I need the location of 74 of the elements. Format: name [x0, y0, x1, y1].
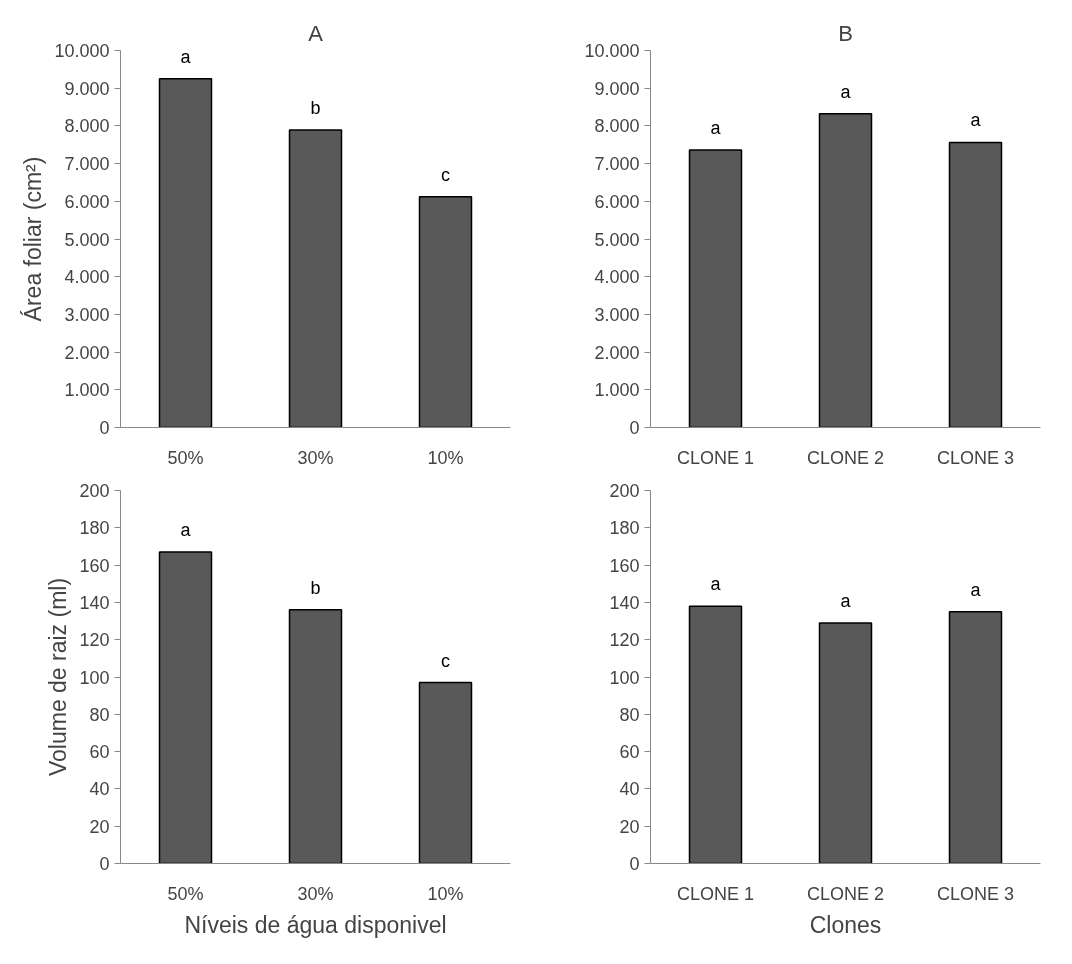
y-tick-label: 6.000 — [594, 191, 640, 212]
y-tick-label: 3.000 — [64, 304, 110, 325]
x-tick-label: 50% — [167, 883, 204, 904]
annotation: c — [441, 650, 450, 671]
y-tick-label: 9.000 — [64, 78, 110, 99]
y-tick-label: 20 — [89, 816, 110, 837]
y-tick-label: 120 — [79, 630, 110, 651]
y-tick-label: 40 — [89, 779, 110, 800]
y-tick-label: 5.000 — [594, 229, 640, 250]
y-tick-label: 160 — [79, 555, 110, 576]
x-axis-title: Clones — [809, 911, 882, 938]
y-tick-label: 60 — [89, 742, 110, 763]
annotation: a — [710, 118, 722, 139]
annotation: c — [441, 164, 450, 185]
y-axis-title: Área foliar (cm²) — [20, 156, 47, 322]
y-tick-label: 20 — [619, 816, 640, 837]
y-tick-label: 140 — [609, 592, 640, 613]
y-tick-label: 60 — [619, 742, 640, 763]
y-tick-label: 180 — [79, 518, 110, 539]
y-tick-label: 3.000 — [594, 304, 640, 325]
x-tick-label: CLONE 3 — [936, 447, 1015, 468]
y-tick-label: 8.000 — [64, 116, 110, 137]
y-tick-label: 10.000 — [54, 41, 110, 61]
x-tick-label: CLONE 1 — [676, 447, 755, 468]
y-tick-label: 80 — [619, 704, 640, 725]
x-tick-label: CLONE 3 — [936, 883, 1015, 904]
y-tick-label: 120 — [609, 630, 640, 651]
y-tick-label: 2.000 — [64, 342, 110, 363]
y-tick-label: 0 — [629, 854, 640, 874]
annotation: a — [180, 520, 192, 541]
chart-title: B — [838, 20, 853, 46]
x-tick-label: 10% — [427, 883, 464, 904]
y-tick-label: 4.000 — [64, 267, 110, 288]
chart-title: A — [308, 20, 324, 46]
y-tick-label: 9.000 — [594, 78, 640, 99]
x-tick-label: 10% — [427, 447, 464, 468]
y-tick-label: 200 — [609, 481, 640, 501]
y-tick-label: 7.000 — [64, 154, 110, 175]
y-tick-label: 1.000 — [594, 380, 640, 401]
x-tick-label: 50% — [167, 447, 204, 468]
y-tick-label: 5.000 — [64, 229, 110, 250]
y-tick-label: 0 — [629, 418, 640, 438]
y-tick-label: 2.000 — [594, 342, 640, 363]
y-tick-label: 1.000 — [64, 380, 110, 401]
annotation: b — [310, 577, 321, 598]
annotation: a — [840, 590, 852, 611]
y-tick-label: 10.000 — [584, 41, 640, 61]
x-axis-title: Níveis de água disponivel — [184, 911, 447, 938]
y-tick-label: 7.000 — [594, 154, 640, 175]
y-tick-label: 140 — [79, 592, 110, 613]
y-tick-label: 6.000 — [64, 191, 110, 212]
y-tick-label: 4.000 — [594, 267, 640, 288]
y-tick-label: 0 — [99, 854, 110, 874]
annotation: b — [310, 98, 321, 119]
x-tick-label: 30% — [297, 883, 334, 904]
annotation: a — [970, 579, 982, 600]
annotation: a — [710, 574, 722, 595]
annotation: a — [180, 46, 192, 67]
y-tick-label: 100 — [609, 667, 640, 688]
y-tick-label: 8.000 — [594, 116, 640, 137]
annotation: a — [840, 81, 852, 102]
y-tick-label: 100 — [79, 667, 110, 688]
annotation: a — [970, 110, 982, 131]
y-tick-label: 180 — [609, 518, 640, 539]
x-tick-label: CLONE 2 — [806, 447, 885, 468]
y-tick-label: 160 — [609, 555, 640, 576]
x-tick-label: CLONE 2 — [806, 883, 885, 904]
x-tick-label: 30% — [297, 447, 334, 468]
x-tick-label: CLONE 1 — [676, 883, 755, 904]
y-tick-label: 40 — [619, 779, 640, 800]
y-tick-label: 200 — [79, 481, 110, 501]
y-tick-label: 0 — [99, 418, 110, 438]
y-axis-title: Volume de raiz (ml) — [45, 577, 72, 777]
y-tick-label: 80 — [89, 704, 110, 725]
